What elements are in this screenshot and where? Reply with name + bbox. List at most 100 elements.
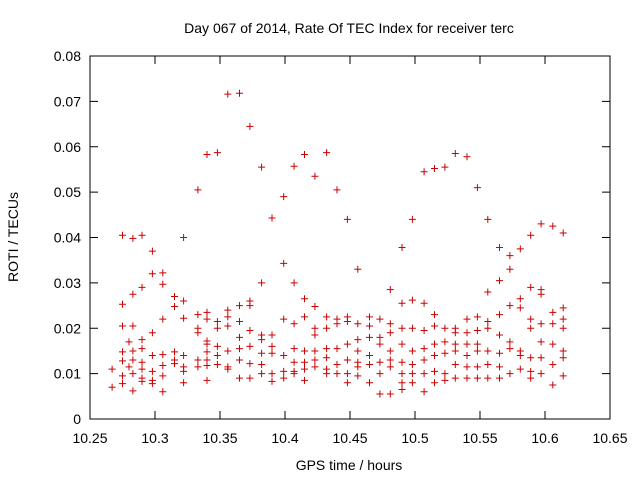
- data-point: [159, 361, 167, 369]
- y-tick-label: 0.08: [54, 48, 81, 64]
- data-point: [171, 348, 178, 356]
- data-point: [473, 340, 481, 348]
- data-point: [408, 379, 416, 387]
- data-point: [473, 374, 481, 382]
- data-point: [129, 322, 137, 330]
- data-point: [129, 370, 137, 378]
- data-point: [441, 338, 449, 346]
- data-point: [473, 347, 481, 355]
- data-point: [343, 340, 351, 348]
- data-point: [463, 315, 471, 323]
- data-point: [203, 376, 211, 384]
- y-tick-label: 0: [73, 411, 81, 427]
- data-point: [138, 377, 146, 385]
- data-point: [213, 342, 221, 350]
- data-point: [246, 122, 254, 130]
- data-point: [138, 365, 146, 373]
- data-point: [506, 338, 514, 346]
- data-point: [451, 361, 459, 369]
- data-point: [290, 279, 298, 287]
- data-point: [268, 377, 276, 385]
- data-point: [473, 184, 481, 192]
- data-point: [280, 259, 288, 267]
- data-point: [301, 150, 308, 158]
- data-point: [203, 348, 211, 356]
- data-point: [194, 311, 202, 319]
- data-point: [354, 265, 362, 273]
- data-point: [527, 354, 535, 362]
- data-point: [323, 313, 331, 321]
- data-point: [125, 338, 133, 346]
- data-point: [386, 286, 394, 294]
- data-point: [386, 363, 394, 371]
- axis-ticks: [89, 55, 611, 420]
- data-point: [236, 356, 243, 364]
- data-point: [213, 351, 221, 359]
- y-tick-label: 0.04: [54, 230, 81, 246]
- data-point: [506, 345, 514, 353]
- data-point: [224, 322, 232, 330]
- data-point: [333, 186, 341, 194]
- data-point: [463, 351, 471, 359]
- data-point: [408, 347, 416, 355]
- data-point: [224, 313, 232, 321]
- data-point: [343, 379, 351, 387]
- data-point: [311, 356, 319, 364]
- y-tick-label: 0.06: [54, 139, 81, 155]
- data-point: [280, 367, 288, 375]
- data-point: [290, 345, 298, 353]
- data-point: [129, 356, 137, 364]
- data-point: [441, 376, 449, 384]
- axis-tick-labels: 10.25 10.3 10.35 10.4 10.45 10.5 10.55 10.6 10.6…: [54, 48, 628, 446]
- data-point: [537, 290, 545, 298]
- data-point: [420, 370, 428, 378]
- data-point: [431, 379, 438, 387]
- data-point: [398, 324, 406, 332]
- data-point: [527, 315, 535, 323]
- data-point: [420, 168, 428, 176]
- data-point: [549, 308, 557, 316]
- data-point: [398, 358, 406, 366]
- data-point: [311, 324, 319, 332]
- data-point: [171, 292, 178, 300]
- y-tick-label: 0.03: [54, 275, 81, 291]
- data-point: [451, 347, 459, 355]
- data-point: [420, 388, 428, 396]
- data-point: [408, 324, 416, 332]
- data-point: [236, 333, 243, 341]
- plot-frame: [89, 55, 611, 420]
- data-point: [366, 333, 373, 341]
- data-point: [431, 165, 438, 173]
- data-point: [148, 329, 156, 337]
- data-point: [496, 311, 503, 319]
- data-point: [258, 163, 266, 171]
- data-point: [213, 317, 221, 325]
- data-point: [398, 379, 406, 387]
- data-point: [119, 322, 126, 330]
- data-point: [354, 336, 362, 344]
- data-point: [258, 279, 266, 287]
- data-point: [549, 320, 557, 328]
- data-point: [119, 372, 126, 380]
- data-point: [333, 361, 341, 369]
- data-point: [496, 363, 503, 371]
- data-point: [559, 354, 567, 362]
- data-points: [108, 89, 567, 398]
- data-point: [171, 360, 178, 368]
- data-point: [224, 306, 232, 314]
- data-point: [451, 340, 459, 348]
- y-tick-label: 0.01: [54, 366, 81, 382]
- data-point: [159, 269, 167, 277]
- data-point: [537, 220, 545, 228]
- y-tick-label: 0.02: [54, 320, 81, 336]
- data-point: [268, 214, 276, 222]
- data-point: [441, 163, 449, 171]
- data-point: [386, 347, 394, 355]
- data-point: [236, 374, 243, 382]
- data-point: [420, 356, 428, 364]
- x-tick-label: 10.35: [202, 430, 237, 446]
- data-point: [268, 331, 276, 339]
- data-point: [311, 302, 319, 310]
- data-point: [323, 370, 331, 378]
- data-point: [496, 374, 503, 382]
